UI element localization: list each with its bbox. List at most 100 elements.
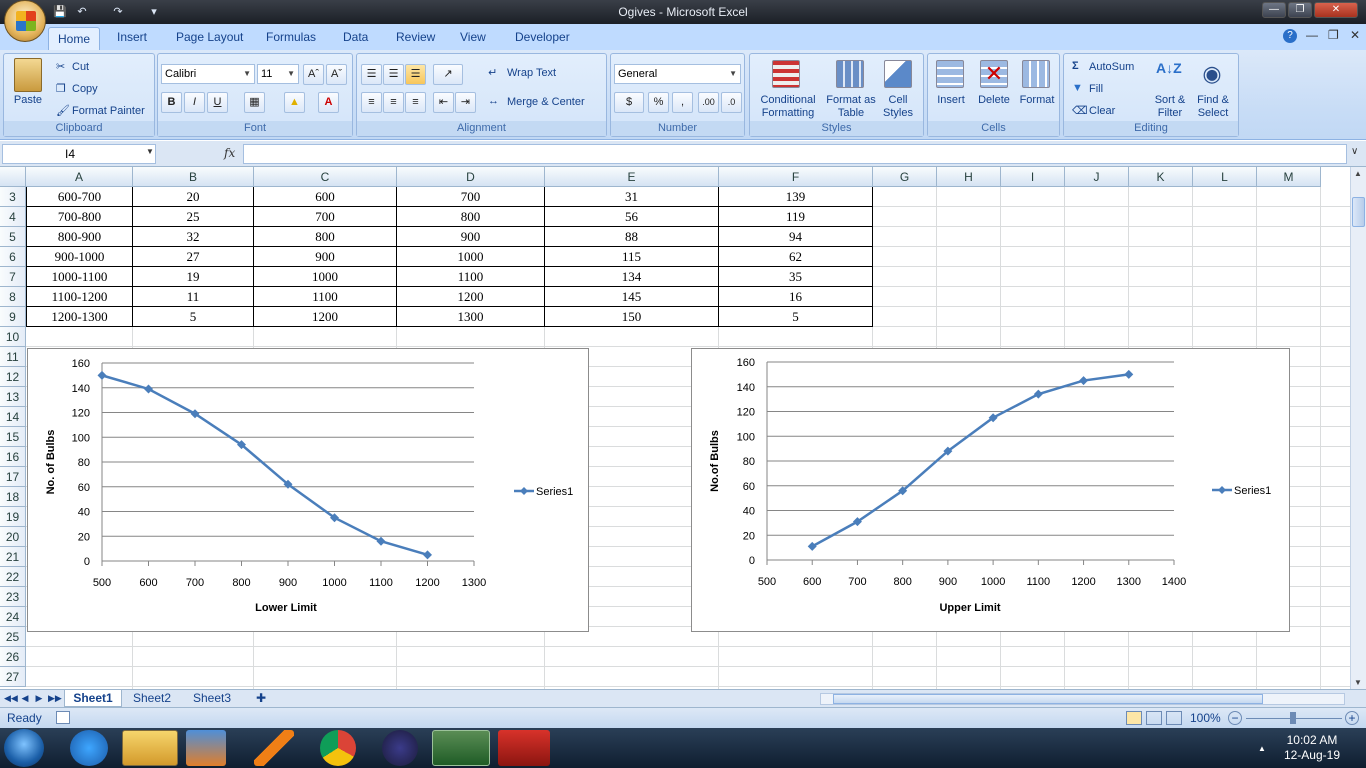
customize-qat-icon[interactable]: ▾ bbox=[151, 6, 157, 18]
currency-button[interactable]: $ bbox=[614, 92, 644, 113]
sheet-tab-sheet3[interactable]: Sheet3 bbox=[192, 691, 232, 705]
sort-filter-icon[interactable]: A↓Z bbox=[1156, 60, 1182, 76]
row-header[interactable]: 9 bbox=[0, 307, 26, 327]
table-cell[interactable]: 1100-1200 bbox=[26, 287, 133, 307]
insert-cells-icon[interactable] bbox=[936, 60, 964, 88]
first-sheet-icon[interactable]: ◀◀ bbox=[4, 693, 18, 703]
italic-button[interactable]: I bbox=[184, 92, 205, 113]
column-header[interactable]: D bbox=[397, 167, 545, 187]
acrobat-icon[interactable] bbox=[498, 730, 550, 766]
autosum-icon[interactable]: Σ bbox=[1072, 60, 1079, 72]
tab-insert[interactable]: Insert bbox=[117, 30, 148, 44]
row-header[interactable]: 10 bbox=[0, 327, 26, 347]
table-cell[interactable]: 1100 bbox=[254, 287, 397, 307]
column-header[interactable]: K bbox=[1129, 167, 1193, 187]
normal-view-icon[interactable] bbox=[1126, 711, 1142, 725]
table-cell[interactable]: 1200-1300 bbox=[26, 307, 133, 327]
copy-icon[interactable]: ❐ bbox=[56, 83, 66, 95]
undo-icon[interactable]: ↶ bbox=[77, 6, 87, 18]
scroll-down-icon[interactable]: ▼ bbox=[1354, 678, 1362, 687]
align-bottom-icon[interactable]: ☰ bbox=[405, 64, 426, 85]
column-header[interactable]: B bbox=[133, 167, 254, 187]
copy-button[interactable]: Copy bbox=[72, 83, 98, 95]
start-button[interactable] bbox=[4, 729, 44, 767]
table-cell[interactable]: 600 bbox=[254, 187, 397, 207]
table-cell[interactable]: 145 bbox=[545, 287, 719, 307]
align-top-icon[interactable]: ☰ bbox=[361, 64, 382, 85]
paste-icon[interactable] bbox=[14, 58, 42, 92]
chart-lower-limit[interactable]: 0 20 40 60 80 100 120 140 160 500 600 700 800 900 1000… bbox=[27, 348, 589, 632]
format-as-table-icon[interactable] bbox=[836, 60, 864, 88]
tab-review[interactable]: Review bbox=[396, 30, 436, 44]
grow-font-button[interactable]: Aˆ bbox=[303, 64, 324, 85]
next-sheet-icon[interactable]: ▶ bbox=[35, 693, 43, 703]
table-cell[interactable]: 1000 bbox=[254, 267, 397, 287]
table-cell[interactable]: 62 bbox=[719, 247, 873, 267]
table-cell[interactable]: 27 bbox=[133, 247, 254, 267]
table-cell[interactable]: 19 bbox=[133, 267, 254, 287]
column-header[interactable]: C bbox=[254, 167, 397, 187]
row-header[interactable]: 18 bbox=[0, 487, 26, 507]
row-header[interactable]: 5 bbox=[0, 227, 26, 247]
binoculars-icon[interactable]: ◉ bbox=[1202, 61, 1222, 86]
align-right-icon[interactable]: ≡ bbox=[405, 92, 426, 113]
vertical-scrollbar[interactable]: ▲ ▼ bbox=[1350, 167, 1366, 689]
ribbon-close-icon[interactable]: ✕ bbox=[1350, 28, 1361, 42]
format-painter-icon[interactable]: 🖌 bbox=[56, 105, 70, 117]
row-header[interactable]: 27 bbox=[0, 667, 26, 687]
tab-home[interactable]: Home bbox=[48, 27, 100, 51]
chart-upper-limit[interactable]: 0 20 40 60 80 100 120 140 160 500 600 700 800 900 1000… bbox=[691, 348, 1290, 632]
borders-icon[interactable]: ▦ bbox=[244, 92, 265, 113]
row-header[interactable]: 25 bbox=[0, 627, 26, 647]
vlc-icon[interactable] bbox=[254, 730, 294, 766]
office-button[interactable] bbox=[4, 0, 46, 42]
tab-data[interactable]: Data bbox=[343, 30, 369, 44]
column-header[interactable]: G bbox=[873, 167, 937, 187]
cell-styles-icon[interactable] bbox=[884, 60, 912, 88]
fill-color-icon[interactable]: ▲ bbox=[284, 92, 305, 113]
align-left-icon[interactable]: ≡ bbox=[361, 92, 382, 113]
table-cell[interactable]: 600-700 bbox=[26, 187, 133, 207]
eraser-icon[interactable]: ⌫ bbox=[1072, 105, 1088, 117]
column-header[interactable]: A bbox=[26, 167, 133, 187]
decrease-indent-icon[interactable]: ⇤ bbox=[433, 92, 454, 113]
column-header[interactable]: I bbox=[1001, 167, 1065, 187]
row-header[interactable]: 17 bbox=[0, 467, 26, 487]
row-header[interactable]: 13 bbox=[0, 387, 26, 407]
table-cell[interactable]: 900 bbox=[254, 247, 397, 267]
table-cell[interactable]: 94 bbox=[719, 227, 873, 247]
file-explorer-icon[interactable] bbox=[122, 730, 178, 766]
table-cell[interactable]: 56 bbox=[545, 207, 719, 227]
table-cell[interactable]: 1000-1100 bbox=[26, 267, 133, 287]
row-header[interactable]: 15 bbox=[0, 427, 26, 447]
clear-button[interactable]: Clear bbox=[1089, 105, 1116, 117]
table-cell[interactable]: 1200 bbox=[254, 307, 397, 327]
align-center-icon[interactable]: ≡ bbox=[383, 92, 404, 113]
column-header[interactable]: E bbox=[545, 167, 719, 187]
insert-button[interactable]: Insert bbox=[937, 94, 965, 106]
name-box[interactable]: I4 bbox=[2, 144, 156, 164]
tray-expand-icon[interactable]: ▲ bbox=[1258, 744, 1266, 753]
sort-filter-button[interactable]: Sort & Filter bbox=[1154, 94, 1186, 119]
format-button[interactable]: Format bbox=[1019, 94, 1055, 106]
table-cell[interactable]: 800 bbox=[254, 227, 397, 247]
increase-indent-icon[interactable]: ⇥ bbox=[455, 92, 476, 113]
table-cell[interactable]: 16 bbox=[719, 287, 873, 307]
row-header[interactable]: 8 bbox=[0, 287, 26, 307]
format-as-table-button[interactable]: Format as Table bbox=[826, 94, 876, 119]
formula-input[interactable] bbox=[243, 144, 1347, 164]
insert-function-icon[interactable]: fx bbox=[224, 146, 236, 160]
table-cell[interactable]: 700 bbox=[397, 187, 545, 207]
ribbon-restore-icon[interactable]: ❐ bbox=[1328, 28, 1339, 42]
find-select-button[interactable]: Find & Select bbox=[1197, 94, 1229, 119]
underline-button[interactable]: U bbox=[207, 92, 228, 113]
sheet-tab-sheet1[interactable]: Sheet1 bbox=[64, 690, 122, 707]
orientation-icon[interactable]: ↗ bbox=[433, 64, 463, 85]
comma-button[interactable]: , bbox=[672, 92, 693, 113]
internet-explorer-icon[interactable] bbox=[70, 730, 108, 766]
fill-icon[interactable]: ▼ bbox=[1072, 82, 1083, 94]
font-size-select[interactable]: 11 ▼ bbox=[257, 64, 299, 84]
wrap-text-button[interactable]: Wrap Text bbox=[507, 67, 557, 79]
column-header[interactable]: H bbox=[937, 167, 1001, 187]
